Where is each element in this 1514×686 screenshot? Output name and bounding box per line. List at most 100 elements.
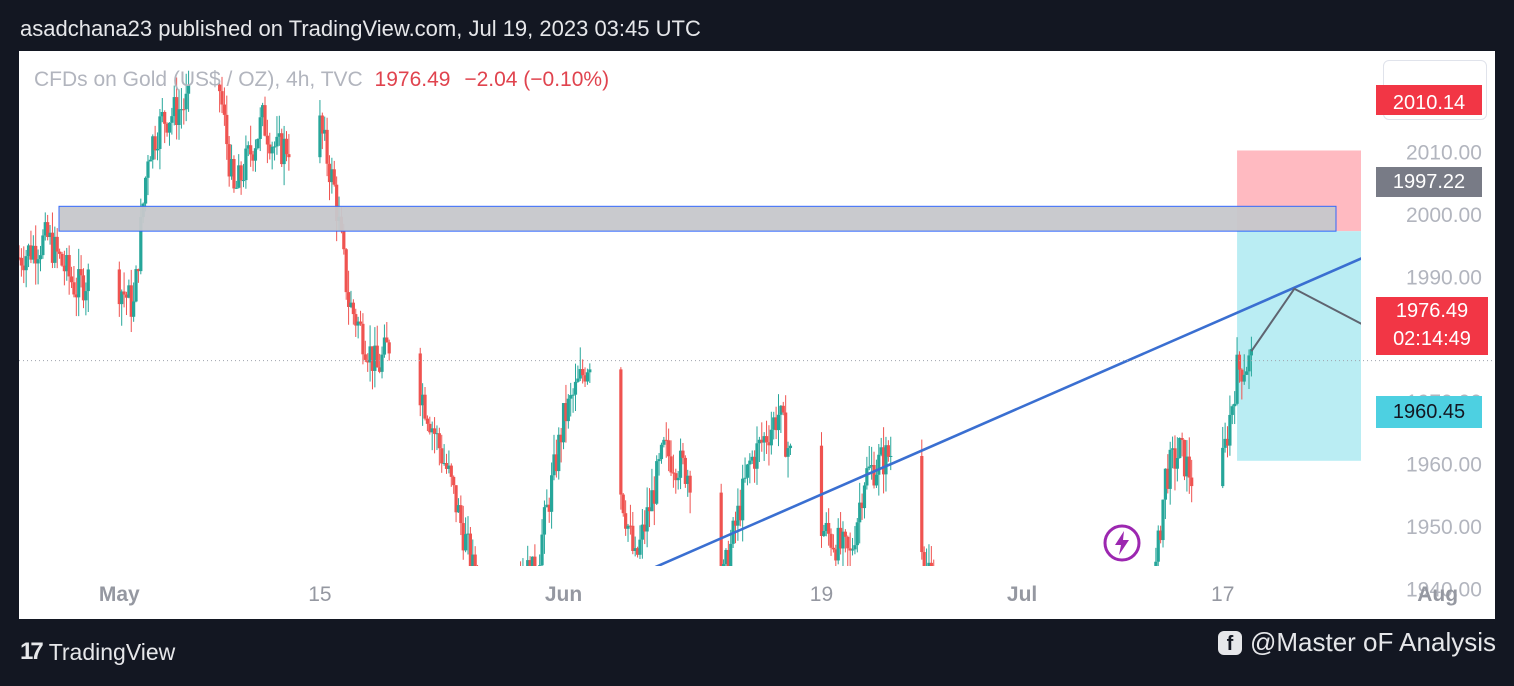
candle-body (432, 428, 437, 434)
candle (519, 561, 522, 581)
candle-body (533, 556, 537, 566)
candle (320, 112, 324, 150)
candle-body (1161, 499, 1165, 541)
candle-body (1228, 414, 1232, 446)
candle (184, 73, 188, 122)
candle-body (459, 505, 463, 524)
candle-body (571, 394, 575, 396)
candle-body (1175, 458, 1179, 469)
candle-body (519, 577, 522, 581)
candle (676, 471, 680, 490)
candle-body (356, 321, 360, 326)
candle-body (726, 549, 730, 566)
candle (261, 102, 265, 127)
candle (258, 107, 262, 152)
candle-body (488, 577, 491, 590)
time-tick-label: Aug (1417, 583, 1458, 606)
candle-body (1249, 348, 1253, 356)
candle-body (633, 548, 637, 551)
candle (464, 517, 468, 553)
candle (647, 488, 652, 528)
candle-body (724, 549, 728, 565)
candle-body (932, 581, 935, 606)
chart-frame[interactable]: 1940.001950.001960.001970.001980.001990.… (19, 51, 1495, 619)
candle-body (538, 565, 542, 566)
candle-body (165, 123, 169, 133)
candle (772, 411, 776, 440)
candle-body (920, 455, 924, 553)
candle-body (272, 146, 277, 148)
candle-body (762, 436, 766, 443)
candle (1228, 395, 1232, 456)
candle (1185, 440, 1189, 492)
candle-body (478, 581, 481, 601)
candle (421, 383, 425, 426)
candle-body (667, 440, 671, 457)
tradingview-mark-icon: 17 (20, 638, 44, 665)
candle-body (265, 135, 269, 145)
candle (738, 489, 742, 527)
candle-body (621, 494, 625, 514)
price-chart[interactable]: 1940.001950.001960.001970.001980.001990.… (19, 51, 1495, 619)
candle-body (270, 146, 274, 154)
candle-body (41, 235, 45, 256)
candle-body (1159, 530, 1163, 541)
candle (60, 251, 64, 267)
candle (583, 367, 587, 388)
candle-body (117, 269, 121, 305)
candle-body (1178, 438, 1182, 459)
candle (881, 427, 886, 494)
candle-body (1237, 354, 1242, 370)
candle-body (22, 265, 26, 271)
candle-body (29, 245, 33, 260)
candle-body (757, 439, 761, 444)
candle-body (550, 475, 554, 512)
candle-body (540, 534, 544, 566)
candle-body (261, 105, 265, 118)
candle-body (134, 269, 138, 302)
candle (1240, 368, 1244, 400)
candle (1221, 426, 1225, 489)
candle-body (829, 533, 833, 548)
candle-body (43, 222, 47, 236)
candle (67, 245, 71, 295)
plot-area (19, 70, 1361, 606)
candle-body (418, 353, 422, 406)
candle-body (146, 161, 150, 178)
candle-body (650, 490, 654, 512)
candle-body (318, 115, 322, 158)
candle (318, 100, 322, 164)
candle-body (481, 581, 484, 596)
lightning-icon[interactable] (1102, 523, 1142, 563)
candle (41, 229, 45, 259)
candle-body (153, 136, 157, 151)
candle (645, 487, 649, 548)
candle-body (330, 169, 334, 183)
candle (862, 482, 867, 519)
candle-body (449, 465, 453, 477)
candle-body (163, 111, 167, 124)
candle (1233, 391, 1237, 425)
candle-body (573, 381, 578, 395)
candle (762, 432, 766, 461)
tradingview-logo[interactable]: 17 TradingView (20, 638, 175, 666)
candle-body (218, 84, 222, 92)
candle-body (855, 522, 859, 546)
candle-body (158, 116, 162, 149)
candle-body (423, 394, 427, 419)
candle (657, 453, 661, 476)
candle-body (853, 545, 857, 550)
candle (127, 279, 131, 299)
candle (77, 248, 81, 317)
candle-body (669, 456, 673, 473)
candle-body (655, 461, 659, 504)
time-tick-label: May (99, 583, 140, 606)
candle (581, 359, 585, 384)
candle (1245, 366, 1249, 376)
candle-body (430, 428, 434, 433)
candle (619, 367, 623, 510)
candle (227, 136, 231, 187)
candle (86, 263, 90, 312)
candle-body (619, 369, 623, 495)
candle (652, 476, 656, 526)
